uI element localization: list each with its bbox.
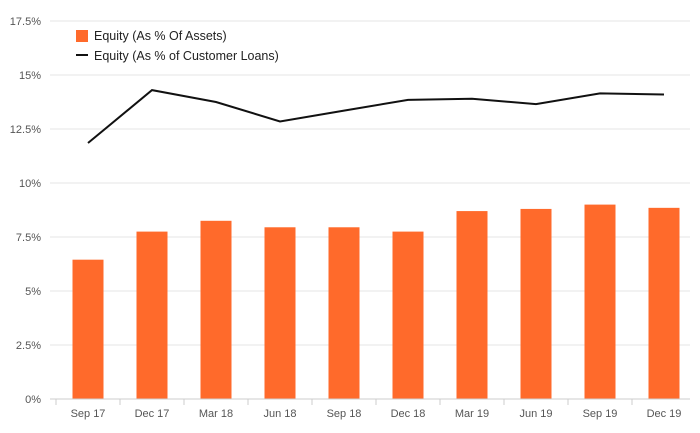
- y-tick-label: 0%: [25, 394, 41, 406]
- series-line[interactable]: [87, 89, 665, 144]
- bar[interactable]: [264, 227, 296, 399]
- bar[interactable]: [200, 220, 232, 399]
- x-tick-label: Dec 19: [647, 408, 682, 420]
- x-axis-ticks: Sep 17 Dec 17 Mar 18 Jun 18 Sep 18 Dec 18 Mar …: [71, 408, 682, 420]
- legend: Equity (As % Of Assets) Equity (As % of …: [76, 29, 279, 63]
- line-point[interactable]: [470, 96, 475, 101]
- x-tick-label: Sep 17: [71, 408, 106, 420]
- x-axis: [50, 398, 690, 405]
- y-tick-label: 15%: [19, 70, 41, 82]
- line-point[interactable]: [406, 97, 411, 102]
- x-tick-label: Mar 19: [455, 408, 489, 420]
- y-tick-label: 2.5%: [16, 340, 41, 352]
- bar[interactable]: [72, 259, 104, 399]
- legend-label-equity-loans: Equity (As % of Customer Loans): [94, 49, 279, 63]
- bar[interactable]: [584, 204, 616, 399]
- line-point[interactable]: [214, 100, 219, 105]
- x-tick-label: Mar 18: [199, 408, 233, 420]
- bar[interactable]: [328, 227, 360, 399]
- bar[interactable]: [136, 231, 168, 399]
- line-point[interactable]: [662, 92, 667, 97]
- legend-item-equity-assets[interactable]: Equity (As % Of Assets): [76, 29, 227, 43]
- legend-item-equity-loans[interactable]: Equity (As % of Customer Loans): [76, 49, 279, 63]
- y-tick-label: 7.5%: [16, 232, 41, 244]
- bar[interactable]: [456, 211, 488, 399]
- y-tick-label: 12.5%: [10, 124, 41, 136]
- line-point[interactable]: [150, 88, 155, 93]
- y-tick-label: 5%: [25, 286, 41, 298]
- y-tick-label: 10%: [19, 178, 41, 190]
- bar-series: [72, 204, 680, 399]
- x-tick-label: Jun 19: [519, 408, 552, 420]
- line-point[interactable]: [86, 141, 91, 146]
- line-series: [86, 88, 667, 146]
- legend-swatch-bar: [76, 30, 88, 42]
- line-point[interactable]: [598, 91, 603, 96]
- x-tick-label: Dec 18: [391, 408, 426, 420]
- line-point[interactable]: [342, 108, 347, 113]
- x-tick-label: Dec 17: [135, 408, 170, 420]
- line-point[interactable]: [534, 102, 539, 107]
- y-tick-label: 17.5%: [10, 16, 41, 28]
- y-axis-ticks: 0% 2.5% 5% 7.5% 10% 12.5% 15% 17.5%: [10, 16, 41, 406]
- bar[interactable]: [648, 207, 680, 399]
- legend-label-equity-assets: Equity (As % Of Assets): [94, 29, 227, 43]
- x-tick-label: Sep 19: [583, 408, 618, 420]
- bar[interactable]: [520, 208, 552, 399]
- x-tick-label: Jun 18: [263, 408, 296, 420]
- line-point[interactable]: [278, 119, 283, 124]
- bar[interactable]: [392, 231, 424, 399]
- x-tick-label: Sep 18: [327, 408, 362, 420]
